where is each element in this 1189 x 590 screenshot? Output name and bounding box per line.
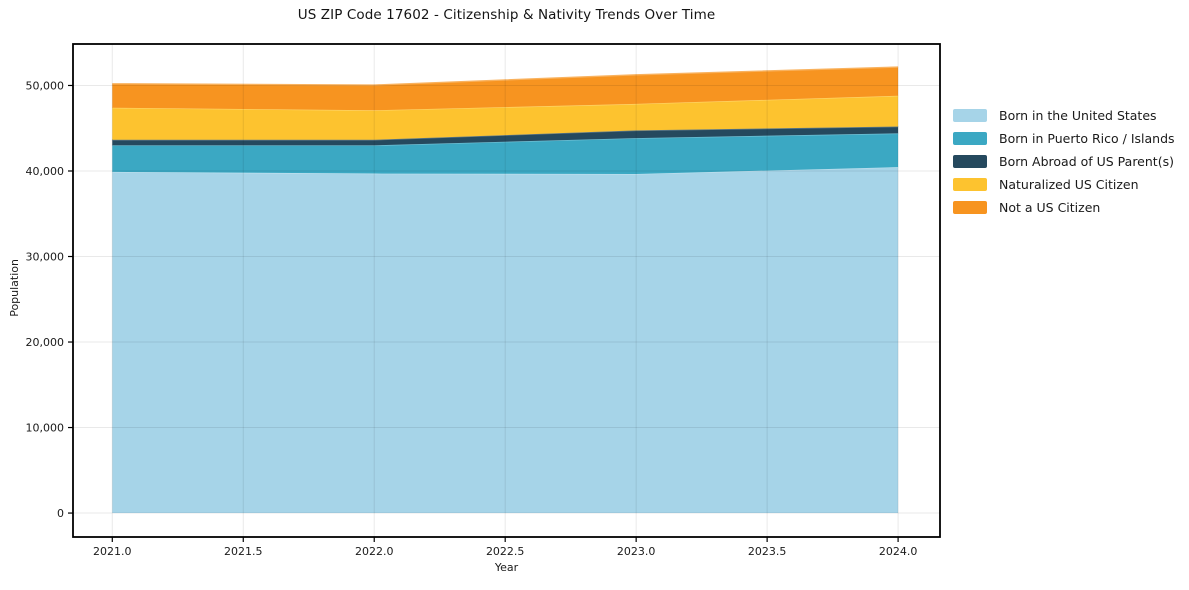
legend-swatch-icon [953,132,987,145]
legend-swatch-icon [953,155,987,168]
legend-item-1: Born in Puerto Rico / Islands [953,127,1175,150]
legend-label: Born in Puerto Rico / Islands [999,131,1175,146]
legend-label: Born Abroad of US Parent(s) [999,154,1174,169]
x-tick-label: 2022.0 [355,545,394,558]
y-axis-label: Population [8,259,21,317]
legend-label: Not a US Citizen [999,200,1101,215]
y-tick-label: 20,000 [26,336,65,349]
legend-label: Born in the United States [999,108,1157,123]
area-series-2 [112,126,899,146]
x-tick-label: 2021.5 [224,545,263,558]
x-tick-label: 2023.5 [748,545,787,558]
legend-swatch-icon [953,109,987,122]
y-tick-label: 30,000 [26,251,65,264]
plot-frame [72,43,941,538]
x-tick-label: 2023.0 [617,545,656,558]
x-axis-label: Year [494,561,519,574]
legend: Born in the United States Born in Puerto … [953,104,1175,219]
x-tick-label: 2021.0 [93,545,132,558]
area-series-4 [112,67,899,111]
x-tick-label: 2022.5 [486,545,525,558]
legend-item-4: Not a US Citizen [953,196,1175,219]
y-tick-label: 10,000 [26,422,65,435]
chart-title: US ZIP Code 17602 - Citizenship & Nativi… [297,7,716,23]
legend-item-2: Born Abroad of US Parent(s) [953,150,1175,173]
y-tick-label: 50,000 [26,79,65,92]
y-tick-label: 40,000 [26,165,65,178]
legend-swatch-icon [953,201,987,214]
y-tick-label: 0 [57,507,64,520]
area-series-0 [112,167,899,514]
area-edge-4 [112,66,899,86]
area-series-3 [112,95,899,140]
x-tick-label: 2024.0 [879,545,918,558]
legend-item-3: Naturalized US Citizen [953,173,1175,196]
legend-item-0: Born in the United States [953,104,1175,127]
legend-swatch-icon [953,178,987,191]
area-series-1 [112,133,899,174]
legend-label: Naturalized US Citizen [999,177,1139,192]
